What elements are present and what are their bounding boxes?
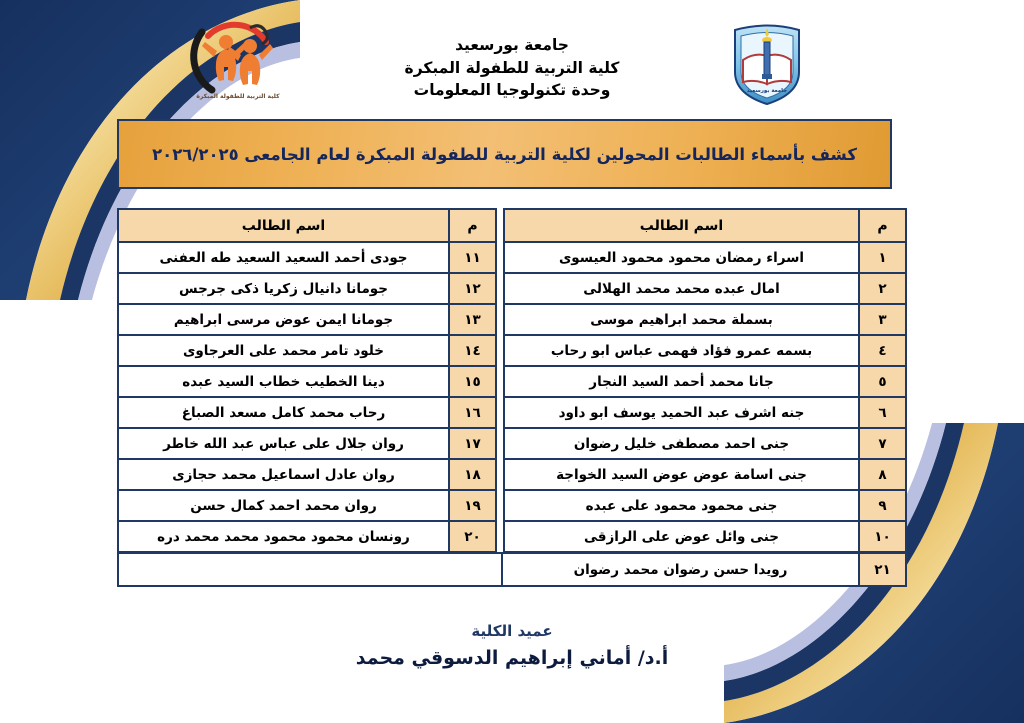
cell-number-right-1: ٢ <box>858 272 907 305</box>
table-row: ٢٠ رونسان محمود محمود محمد محمد دره <box>117 520 497 553</box>
table-row: ١ اسراء رمضان محمود محمود العيسوى <box>503 241 907 274</box>
cell-number-right-9: ١٠ <box>858 520 907 553</box>
cell-number-right-6: ٧ <box>858 427 907 460</box>
cell-name-left-3: خلود تامر محمد على العرجاوى <box>117 334 450 367</box>
svg-text:جامعة بورسعيد: جامعة بورسعيد <box>747 88 787 94</box>
table-row: ١٧ روان جلال على عباس عبد الله خاطر <box>117 427 497 460</box>
cell-name-right-7: جنى اسامة عوض عوض السيد الخواجة <box>503 458 860 491</box>
roster-table-final: ٢١ رويدا حسن رضوان محمد رضوان <box>117 552 907 587</box>
cell-number-left-0: ١١ <box>448 241 497 274</box>
page-title: كشف بأسماء الطالبات المحولين لكلية الترب… <box>152 144 857 164</box>
roster-body-right: ١ اسراء رمضان محمود محمود العيسوى ٢ امال عب… <box>503 241 907 553</box>
cell-number-left-3: ١٤ <box>448 334 497 367</box>
roster-tables: م اسم الطالب ١ اسراء رمضان محمود محمود ال… <box>117 208 907 553</box>
cell-name-right-3: بسمه عمرو فؤاد فهمى عباس ابو رحاب <box>503 334 860 367</box>
cell-number-left-2: ١٣ <box>448 303 497 336</box>
cell-number-right-3: ٤ <box>858 334 907 367</box>
table-row: ١١ جودى أحمد السعيد السعيد طه العفنى <box>117 241 497 274</box>
table-row: ٩ جنى محمود محمود على عبده <box>503 489 907 522</box>
cell-number-left-4: ١٥ <box>448 365 497 398</box>
cell-name-left-9: رونسان محمود محمود محمد محمد دره <box>117 520 450 553</box>
table-row: ١٣ جومانا ايمن عوض مرسى ابراهيم <box>117 303 497 336</box>
table-row: ٦ جنه اشرف عبد الحميد يوسف ابو داود <box>503 396 907 429</box>
cell-name-left-1: جومانا دانيال زكريا ذكى جرجس <box>117 272 450 305</box>
faculty-logo-caption: كلية التربية للطفولة المبكرة <box>196 93 280 100</box>
table-row: ١٨ روان عادل اسماعيل محمد حجازى <box>117 458 497 491</box>
faculty-early-childhood-logo-icon: كلية التربية للطفولة المبكرة <box>188 16 288 104</box>
table-header-row: م اسم الطالب <box>117 208 497 243</box>
table-row: ١٤ خلود تامر محمد على العرجاوى <box>117 334 497 367</box>
header-unit: وحدة تكنولوجيا المعلومات <box>413 81 611 100</box>
cell-number-left-5: ١٦ <box>448 396 497 429</box>
table-row: ٥ جانا محمد أحمد السيد النجار <box>503 365 907 398</box>
table-row: ١٥ دينا الخطيب خطاب السيد عبده <box>117 365 497 398</box>
cell-name-right-5: جنه اشرف عبد الحميد يوسف ابو داود <box>503 396 860 429</box>
cell-number-right-0: ١ <box>858 241 907 274</box>
cell-name-left-8: روان محمد احمد كمال حسن <box>117 489 450 522</box>
cell-number-right-4: ٥ <box>858 365 907 398</box>
table-row: ١٦ رحاب محمد كامل مسعد الصباغ <box>117 396 497 429</box>
footer-signatory-name: أ.د/ أماني إبراهيم الدسوقي محمد <box>355 647 669 669</box>
cell-name-left-6: روان جلال على عباس عبد الله خاطر <box>117 427 450 460</box>
port-said-university-emblem-icon: جامعة بورسعيد <box>727 20 807 108</box>
roster-body-left: ١١ جودى أحمد السعيد السعيد طه العفنى ١٢ جوم… <box>117 241 497 553</box>
cell-name-right-0: اسراء رمضان محمود محمود العيسوى <box>503 241 860 274</box>
cell-name-left-2: جومانا ايمن عوض مرسى ابراهيم <box>117 303 450 336</box>
cell-name-right-4: جانا محمد أحمد السيد النجار <box>503 365 860 398</box>
cell-number-right-5: ٦ <box>858 396 907 429</box>
cell-number-21: ٢١ <box>858 552 907 587</box>
cell-name-left-7: روان عادل اسماعيل محمد حجازى <box>117 458 450 491</box>
table-row: ١٢ جومانا دانيال زكريا ذكى جرجس <box>117 272 497 305</box>
cell-number-left-9: ٢٠ <box>448 520 497 553</box>
cell-name-right-9: جنى وائل عوض على الرازقى <box>503 520 860 553</box>
cell-name-left-4: دينا الخطيب خطاب السيد عبده <box>117 365 450 398</box>
cell-number-right-8: ٩ <box>858 489 907 522</box>
header-number-right: م <box>858 208 907 243</box>
roster-table-left: م اسم الطالب ١١ جودى أحمد السعيد السعيد ط… <box>117 208 497 553</box>
table-row: ٨ جنى اسامة عوض عوض السيد الخواجة <box>503 458 907 491</box>
cell-number-left-7: ١٨ <box>448 458 497 491</box>
roster-table-right: م اسم الطالب ١ اسراء رمضان محمود محمود ال… <box>503 208 907 553</box>
cell-empty-21 <box>117 552 503 587</box>
table-row: ٢١ رويدا حسن رضوان محمد رضوان <box>117 552 907 587</box>
header-faculty: كلية التربية للطفولة المبكرة <box>404 58 620 77</box>
cell-number-left-1: ١٢ <box>448 272 497 305</box>
cell-name-right-2: بسملة محمد ابراهيم موسى <box>503 303 860 336</box>
table-row: ٤ بسمه عمرو فؤاد فهمى عباس ابو رحاب <box>503 334 907 367</box>
table-row: ٣ بسملة محمد ابراهيم موسى <box>503 303 907 336</box>
header-institution-text: جامعة بورسعيد كلية التربية للطفولة المبك… <box>347 34 677 101</box>
cell-name-right-1: امال عبده محمد محمد الهلالى <box>503 272 860 305</box>
table-row: ١٠ جنى وائل عوض على الرازقى <box>503 520 907 553</box>
table-row: ٢ امال عبده محمد محمد الهلالى <box>503 272 907 305</box>
cell-name-21: رويدا حسن رضوان محمد رضوان <box>501 552 860 587</box>
roster-final-row-wrap: ٢١ رويدا حسن رضوان محمد رضوان <box>117 552 907 587</box>
table-header-row: م اسم الطالب <box>503 208 907 243</box>
cell-name-left-5: رحاب محمد كامل مسعد الصباغ <box>117 396 450 429</box>
cell-name-left-0: جودى أحمد السعيد السعيد طه العفنى <box>117 241 450 274</box>
cell-name-right-6: جنى احمد مصطفى خليل رضوان <box>503 427 860 460</box>
table-row: ١٩ روان محمد احمد كمال حسن <box>117 489 497 522</box>
title-banner: كشف بأسماء الطالبات المحولين لكلية الترب… <box>117 119 892 189</box>
cell-name-right-8: جنى محمود محمود على عبده <box>503 489 860 522</box>
footer-role: عميد الكلية <box>471 622 553 640</box>
document-header: جامعة بورسعيد كلية التربية للطفولة المبك… <box>0 18 1024 118</box>
document-footer: عميد الكلية أ.د/ أماني إبراهيم الدسوقي م… <box>0 622 1024 669</box>
cell-number-left-8: ١٩ <box>448 489 497 522</box>
cell-number-right-7: ٨ <box>858 458 907 491</box>
cell-number-left-6: ١٧ <box>448 427 497 460</box>
table-row: ٧ جنى احمد مصطفى خليل رضوان <box>503 427 907 460</box>
header-number-left: م <box>448 208 497 243</box>
cell-number-right-2: ٣ <box>858 303 907 336</box>
header-name-left: اسم الطالب <box>117 208 450 243</box>
header-name-right: اسم الطالب <box>503 208 860 243</box>
header-university: جامعة بورسعيد <box>455 36 569 55</box>
